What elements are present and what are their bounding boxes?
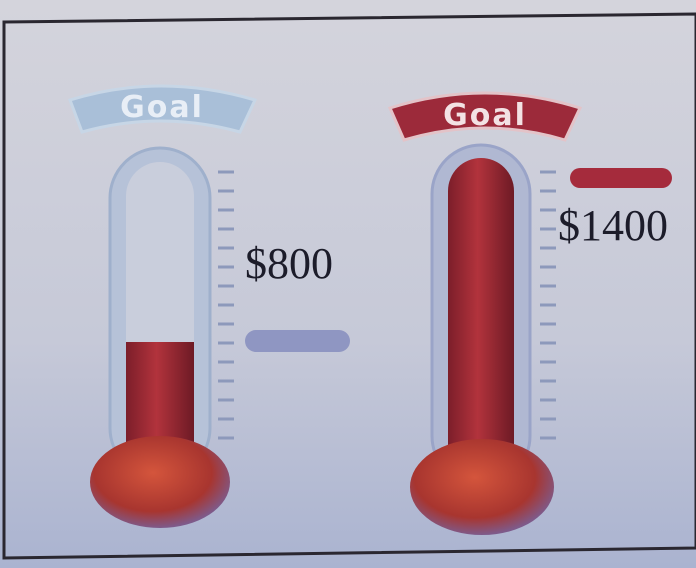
amount-label: $1400 <box>558 201 668 250</box>
banner-label: Goal <box>443 98 527 133</box>
picture: Goal $800 Goal $1400 <box>0 0 696 568</box>
banner-label: Goal <box>120 90 204 125</box>
bulb <box>410 439 554 535</box>
fill <box>448 158 514 488</box>
marker <box>245 330 350 352</box>
marker <box>570 168 672 188</box>
amount-label: $800 <box>245 239 333 288</box>
page: Goal $800 Goal $1400 (() => { const data… <box>0 0 696 568</box>
bulb <box>90 436 230 528</box>
